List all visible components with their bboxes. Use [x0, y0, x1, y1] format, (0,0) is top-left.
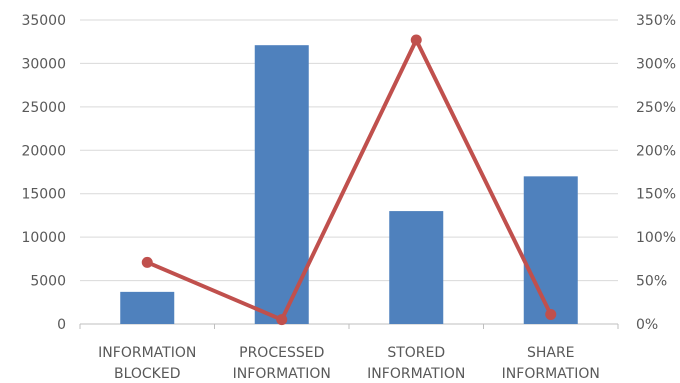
x-tick-label-line: SHARE: [527, 345, 575, 361]
line-point: [410, 34, 422, 46]
line-point: [141, 256, 153, 268]
x-tick-label-line: INFORMATION: [233, 366, 331, 382]
line-series: [145, 37, 553, 322]
x-tick-label-line: STORED: [387, 345, 445, 361]
x-tick-label-line: INFORMATION: [98, 345, 196, 361]
x-tick-label: INFORMATION BLOCKED: [98, 345, 196, 382]
bar: [120, 291, 175, 324]
y-tick-label: 0: [57, 317, 66, 333]
y-tick-label: 30000: [21, 56, 66, 72]
y-tick-label: 15000: [21, 187, 66, 203]
y2-tick-label: 100%: [636, 230, 676, 246]
x-tick-label-line: BLOCKED: [114, 366, 181, 382]
y2-tick-label: 50%: [636, 274, 667, 290]
y-tick-label: 5000: [30, 274, 66, 290]
y-tick-label: 10000: [21, 230, 66, 246]
x-tick-label-line: INFORMATION: [367, 366, 465, 382]
x-tick-label: PROCESSED INFORMATION: [233, 345, 331, 382]
y2-tick-label: 250%: [636, 100, 676, 116]
y2-tick-label: 200%: [636, 143, 676, 159]
x-tick-label: STORED INFORMATION: [367, 345, 465, 382]
y2-tick-label: 300%: [636, 56, 676, 72]
bar: [389, 211, 444, 324]
y2-tick-label: 0%: [636, 317, 658, 333]
bar: [523, 176, 578, 324]
y2-tick-label: 350%: [636, 13, 676, 29]
y-tick-label: 25000: [21, 100, 66, 116]
bar: [254, 45, 309, 325]
y-tick-label: 35000: [21, 13, 66, 29]
line-point: [545, 308, 557, 320]
x-tick-label: SHARE INFORMATION: [502, 345, 600, 382]
x-tick-label-line: INFORMATION: [502, 366, 600, 382]
y-tick-label: 20000: [21, 143, 66, 159]
line-point: [276, 314, 288, 326]
x-tick-label-line: PROCESSED: [239, 345, 324, 361]
y2-tick-label: 150%: [636, 187, 676, 203]
